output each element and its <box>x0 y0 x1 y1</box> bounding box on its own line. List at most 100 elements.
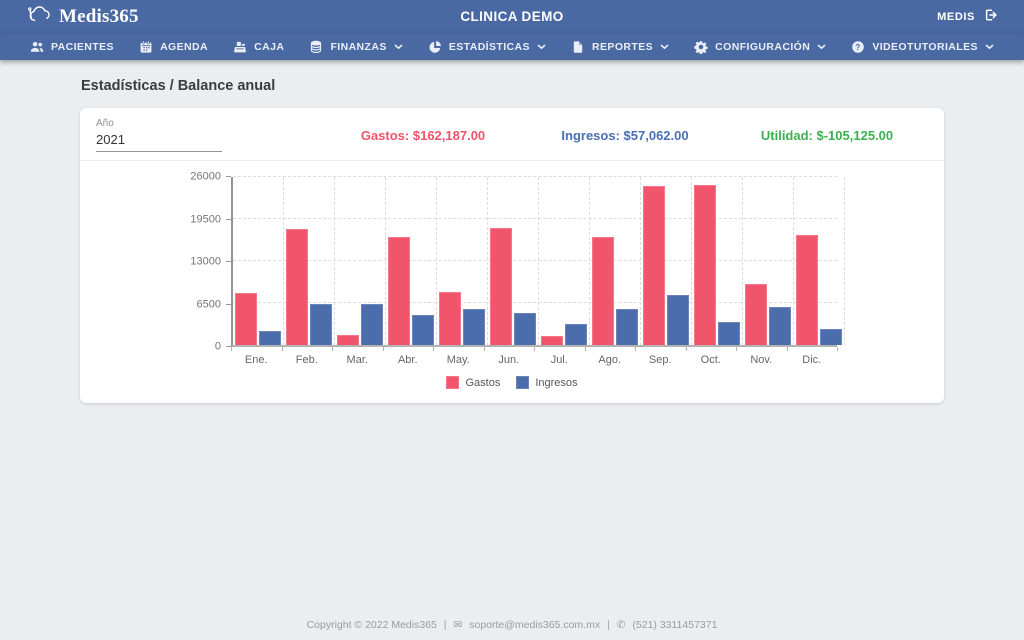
x-tick-mark <box>584 347 586 351</box>
x-tick-mark <box>786 347 788 351</box>
y-tick-label: 0 <box>214 340 221 353</box>
bar-gastos-mar[interactable] <box>337 335 359 345</box>
ingresos-value: $57,062.00 <box>623 127 689 143</box>
pie-chart-icon <box>428 40 442 54</box>
bar-gastos-ago[interactable] <box>592 237 614 345</box>
bar-ingresos-oct[interactable] <box>718 321 740 345</box>
x-tick-mark <box>231 347 232 351</box>
ingresos-total: Ingresos: $57,062.00 <box>524 128 726 143</box>
x-tick-mark <box>433 347 434 351</box>
x-tick-label: Ene. <box>244 354 268 366</box>
bar-gastos-oct[interactable] <box>694 185 716 345</box>
x-tick-mark <box>332 347 333 351</box>
y-tick-label: 26000 <box>190 170 221 183</box>
support-phone: (521) 3311457371 <box>632 619 718 631</box>
x-axis-labels: Ene. Feb. Mar. Abr. May. Jun. Jul. Ago. Sep. Oct.… <box>231 347 838 366</box>
calendar-icon <box>139 40 153 54</box>
bar-chart: 0 6500 13000 19500 26000 Ene. Feb. Mar. Abr. May… <box>80 161 944 403</box>
bar-ingresos-mar[interactable] <box>361 304 383 345</box>
bar-ingresos-jun[interactable] <box>514 313 536 345</box>
nav-item-label: CAJA <box>254 40 285 53</box>
nav-item-configuracion[interactable]: CONFIGURACIÓN <box>694 40 826 54</box>
legend-item-ingresos[interactable]: Ingresos <box>516 376 578 389</box>
nav-item-pacientes[interactable]: PACIENTES <box>30 40 114 54</box>
user-menu[interactable]: MEDIS <box>698 8 998 25</box>
gastos-label: Gastos: <box>360 127 410 143</box>
x-tick-mark <box>685 347 687 351</box>
legend-swatch <box>446 376 460 389</box>
bar-ingresos-may[interactable] <box>463 309 485 345</box>
ingresos-label: Ingresos: <box>561 127 620 143</box>
bar-gastos-feb[interactable] <box>286 229 308 345</box>
bar-ingresos-nov[interactable] <box>769 306 791 345</box>
plot-area <box>231 176 845 347</box>
bar-group-oct <box>692 177 743 345</box>
nav-item-videotutoriales[interactable]: ? VIDEOTUTORIALES <box>851 40 994 54</box>
nav-item-label: FINANZAS <box>330 40 387 53</box>
y-tick-label: 13000 <box>190 255 221 268</box>
y-tick-label: 6500 <box>196 298 221 310</box>
bar-ingresos-feb[interactable] <box>310 304 332 345</box>
bar-gastos-dic[interactable] <box>796 235 818 345</box>
app-header: Medis365 CLINICA DEMO MEDIS <box>0 0 1024 60</box>
bar-ingresos-ago[interactable] <box>616 308 638 345</box>
legend-item-gastos[interactable]: Gastos <box>446 376 500 389</box>
x-tick-label: Jun. <box>498 354 520 366</box>
legend-label: Ingresos <box>535 376 578 389</box>
brand-name: Medis365 <box>59 5 139 27</box>
bar-ingresos-jul[interactable] <box>565 324 587 345</box>
x-tick-mark <box>736 347 737 351</box>
bar-group-jul <box>539 177 590 345</box>
x-tick-label: Nov. <box>750 354 773 366</box>
patients-icon <box>30 40 44 54</box>
separator: | <box>443 619 447 631</box>
h-gridline <box>233 302 837 303</box>
bar-gastos-sep[interactable] <box>643 186 665 345</box>
brand: Medis365 <box>26 6 326 28</box>
nav-item-label: AGENDA <box>160 40 208 53</box>
nav-item-label: REPORTES <box>592 40 654 53</box>
gear-icon <box>694 40 708 54</box>
h-gridline <box>233 260 837 261</box>
bar-group-abr <box>386 177 437 345</box>
bar-group-sep <box>641 177 692 345</box>
bar-gastos-jun[interactable] <box>490 228 512 345</box>
bar-ingresos-dic[interactable] <box>820 328 842 345</box>
nav-item-label: PACIENTES <box>51 40 114 53</box>
bar-ingresos-sep[interactable] <box>667 294 689 345</box>
nav-item-caja[interactable]: CAJA <box>233 40 284 54</box>
y-axis: 0 6500 13000 19500 26000 <box>187 171 231 352</box>
main-content: Estadísticas / Balance anual Año Gastos:… <box>0 60 1024 403</box>
bar-gastos-abr[interactable] <box>388 237 410 345</box>
nav-item-agenda[interactable]: AGENDA <box>139 40 208 54</box>
bar-gastos-jul[interactable] <box>541 335 563 345</box>
bar-group-may <box>437 177 488 345</box>
bar-ingresos-abr[interactable] <box>412 315 434 345</box>
x-tick-label: Jul. <box>550 354 568 366</box>
nav-item-estadisticas[interactable]: ESTADÍSTICAS <box>428 40 546 54</box>
separator: | <box>607 619 610 631</box>
x-tick-mark <box>534 347 535 351</box>
nav-item-label: VIDEOTUTORIALES <box>872 40 978 53</box>
support-email: soporte@medis365.com.mx <box>469 619 601 631</box>
bar-ingresos-ene[interactable] <box>259 331 281 345</box>
nav-item-reportes[interactable]: REPORTES <box>571 40 669 54</box>
nav-item-finanzas[interactable]: FINANZAS <box>309 40 403 54</box>
user-name: MEDIS <box>937 10 975 23</box>
chevron-down-icon <box>394 43 403 50</box>
chevron-down-icon <box>537 43 546 50</box>
bar-gastos-nov[interactable] <box>745 283 767 345</box>
phone-icon: ✆ <box>616 619 626 631</box>
bar-gastos-may[interactable] <box>439 292 461 345</box>
year-input[interactable] <box>96 130 222 152</box>
legend-label: Gastos <box>465 376 501 389</box>
year-field: Año <box>96 118 222 152</box>
chevron-down-icon <box>660 43 669 50</box>
bar-gastos-ene[interactable] <box>235 292 257 345</box>
top-bar: Medis365 CLINICA DEMO MEDIS <box>0 0 1024 33</box>
bar-group-dic <box>794 177 845 345</box>
bar-group-ago <box>590 177 641 345</box>
card-header: Año Gastos: $162,187.00 Ingresos: $57,06… <box>80 108 944 161</box>
x-tick-label: Ago. <box>598 354 622 366</box>
utilidad-label: Utilidad: <box>760 127 813 143</box>
